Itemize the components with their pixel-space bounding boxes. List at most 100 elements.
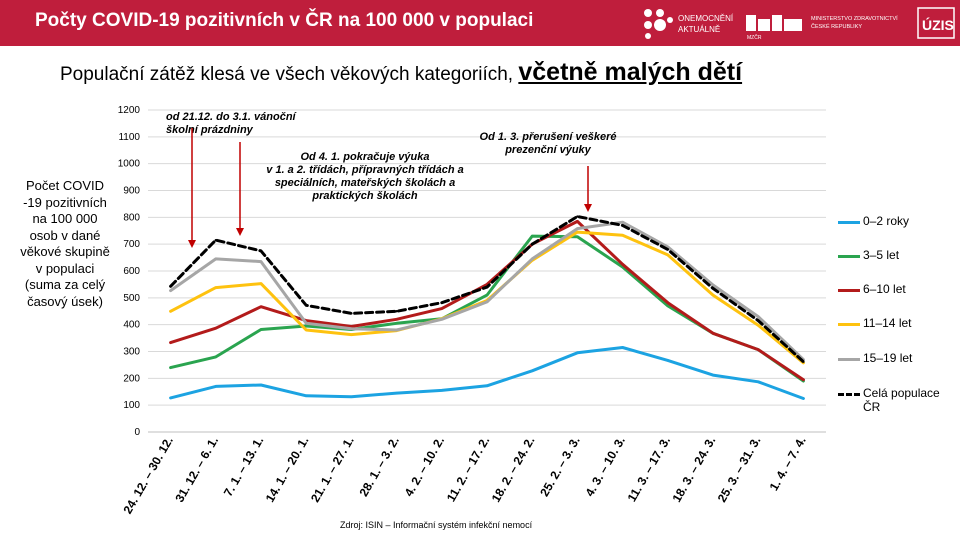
- data-point: [621, 220, 624, 224]
- data-point: [350, 333, 353, 336]
- legend-label: 0–2 roky: [863, 214, 910, 228]
- ministry-text-line2: ČESKÉ REPUBLIKY: [811, 23, 862, 30]
- data-point: [576, 220, 579, 223]
- y-tick-label: 1000: [118, 159, 141, 170]
- data-point: [711, 293, 715, 297]
- x-tick-label: 14. 1. – 20. 1.: [263, 434, 312, 505]
- y-tick-label: 800: [123, 212, 140, 223]
- legend-item: 0–2 roky: [838, 214, 909, 228]
- data-point: [214, 286, 217, 289]
- y-tick-label: 1200: [118, 105, 141, 116]
- data-point: [169, 396, 172, 400]
- data-point: [576, 215, 579, 218]
- y-tick-label: 700: [123, 239, 140, 250]
- data-point: [395, 322, 398, 325]
- data-point: [621, 346, 624, 349]
- data-point: [440, 318, 443, 321]
- data-point: [802, 397, 805, 400]
- x-tick-label: 7. 1. – 13. 1.: [221, 434, 266, 499]
- x-tick-label: 4. 3. – 10. 3.: [582, 434, 627, 499]
- legend-label: 6–10 let: [863, 282, 906, 296]
- x-tick-label: 18. 3. – 24. 3.: [670, 434, 719, 505]
- data-point: [169, 310, 172, 313]
- data-point: [214, 385, 217, 388]
- x-tick-label: 21. 1. – 27. 1.: [308, 434, 357, 505]
- data-point: [711, 283, 715, 287]
- data-point: [305, 324, 308, 328]
- data-point: [576, 235, 579, 238]
- data-point: [666, 301, 669, 304]
- data-point: [259, 282, 263, 285]
- legend-swatch: [838, 393, 860, 396]
- slide-subtitle: Populační zátěž klesá ve všech věkových …: [60, 58, 742, 87]
- data-point: [350, 327, 353, 330]
- legend-label: 11–14 let: [863, 316, 912, 330]
- data-point: [305, 394, 308, 397]
- y-tick-label: 1100: [118, 132, 140, 143]
- y-tick-label: 0: [134, 427, 140, 438]
- legend-item: 3–5 let: [838, 248, 899, 262]
- data-point: [621, 263, 624, 266]
- data-point: [169, 366, 172, 369]
- x-tick-label: 24. 12. – 30. 12.: [120, 434, 175, 516]
- data-point: [711, 332, 715, 335]
- data-point: [440, 307, 443, 310]
- partner-logos: ONEMOCNĚNÍ AKTUÁLNĚ MZČR MINISTERSTVO ZD…: [644, 7, 955, 41]
- data-point: [576, 227, 579, 230]
- data-point: [666, 245, 669, 249]
- data-point: [214, 355, 217, 359]
- legend-label: 15–19 let: [863, 351, 913, 365]
- data-point: [485, 300, 489, 304]
- annotation-text: praktických školách: [311, 190, 417, 202]
- logo-text-line2: AKTUÁLNĚ: [678, 25, 720, 34]
- data-point: [802, 378, 805, 381]
- data-point: [531, 234, 534, 238]
- data-point: [576, 351, 579, 355]
- x-tick-label: 25. 2. – 3. 3.: [537, 434, 582, 499]
- data-point: [214, 326, 217, 330]
- legend-swatch: [838, 323, 860, 326]
- y-axis-description: Počet COVID -19 pozitivních na 100 000 o…: [20, 178, 110, 309]
- uzis-logo-text: ÚZIS: [922, 16, 954, 33]
- data-point: [350, 395, 353, 399]
- legend-swatch: [838, 255, 860, 258]
- data-point: [169, 341, 172, 344]
- data-point: [395, 310, 398, 313]
- annotation-text: speciálních, mateřských školách a: [275, 177, 455, 189]
- data-point: [666, 359, 669, 362]
- header-bar: Počty COVID-19 pozitivních v ČR na 100 0…: [0, 0, 960, 46]
- data-point: [757, 348, 760, 351]
- y-tick-label: 300: [123, 347, 140, 358]
- data-point: [214, 238, 217, 242]
- mzcr-logo-icon: MZČR: [746, 15, 802, 41]
- annotation-text: v 1. a 2. třídách, přípravných třídách a: [266, 164, 463, 176]
- data-point: [259, 383, 263, 387]
- page-title: Počty COVID-19 pozitivních v ČR na 100 0…: [35, 10, 534, 31]
- data-point: [531, 369, 534, 373]
- data-point: [666, 253, 669, 257]
- legend-item: Celá populace ČR: [838, 386, 953, 414]
- data-point: [259, 305, 263, 308]
- x-tick-label: 11. 2. – 17. 2.: [444, 434, 492, 504]
- data-point: [395, 318, 398, 321]
- data-point: [305, 328, 308, 332]
- data-point: [576, 230, 579, 234]
- legend-swatch: [838, 289, 860, 292]
- subtitle-text: Populační zátěž klesá ve všech věkových …: [60, 64, 514, 85]
- data-point: [531, 242, 534, 246]
- x-tick-label: 28. 1. – 3. 2.: [356, 434, 401, 499]
- data-point: [621, 234, 624, 237]
- data-point: [531, 257, 534, 261]
- legend-item: 15–19 let: [838, 351, 912, 365]
- logo-text-line1: ONEMOCNĚNÍ: [678, 14, 734, 23]
- x-tick-label: 31. 12. – 6. 1.: [172, 434, 221, 505]
- data-point: [169, 289, 172, 292]
- series-line-0-2-roky: [169, 346, 805, 400]
- y-tick-label: 900: [123, 186, 140, 197]
- annotation-text: Od 1. 3. přerušení veškeré: [480, 131, 617, 143]
- data-point: [259, 328, 263, 331]
- data-point: [485, 285, 489, 289]
